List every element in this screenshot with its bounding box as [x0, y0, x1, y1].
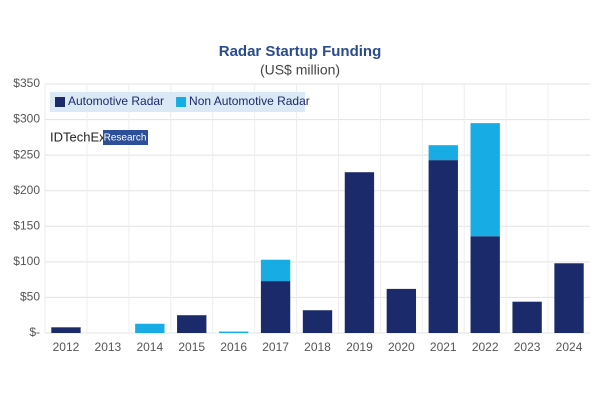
x-tick-label: 2022	[472, 340, 499, 354]
bar-segment	[177, 315, 207, 333]
bar-segment	[512, 301, 542, 333]
bar-segment	[135, 323, 165, 333]
y-tick-label: $-	[29, 325, 40, 339]
y-tick-label: $50	[20, 290, 40, 304]
y-tick-label: $250	[13, 147, 40, 161]
bar-segment	[470, 236, 500, 333]
bar-segment	[260, 281, 291, 333]
legend-label: Automotive Radar	[68, 94, 164, 108]
x-tick-label: 2015	[178, 340, 205, 354]
x-tick-label: 2016	[220, 340, 247, 354]
watermark-tag-box	[103, 130, 148, 145]
x-tick-label: 2014	[136, 340, 163, 354]
x-tick-label: 2012	[53, 340, 80, 354]
watermark-brand: IDTechEx	[50, 129, 106, 144]
legend: Automotive Radar Non Automotive Radar	[55, 94, 310, 108]
bar-segment	[260, 259, 291, 282]
bar-segment	[428, 145, 458, 161]
x-tick-label: 2023	[514, 340, 541, 354]
bar-segment	[51, 327, 81, 333]
chart-subtitle: (US$ million)	[260, 62, 340, 78]
x-tick-label: 2020	[388, 340, 415, 354]
bar-segment	[386, 288, 417, 333]
x-tick-label: 2024	[556, 340, 583, 354]
x-tick-label: 2017	[262, 340, 289, 354]
y-tick-label: $100	[13, 254, 40, 268]
bar-segment	[554, 263, 584, 333]
legend-swatch	[55, 97, 65, 107]
chart-title: Radar Startup Funding	[219, 43, 382, 60]
bar-segment	[470, 123, 500, 237]
legend-label: Non Automotive Radar	[189, 94, 310, 108]
x-tick-label: 2021	[430, 340, 457, 354]
x-tick-label: 2018	[304, 340, 331, 354]
y-tick-label: $350	[13, 76, 40, 90]
legend-swatch	[176, 97, 187, 107]
bar-segment	[428, 160, 458, 333]
x-tick-label: 2019	[346, 340, 373, 354]
bars	[51, 123, 584, 333]
y-tick-label: $200	[13, 183, 40, 197]
bar-segment	[218, 331, 249, 333]
bar-segment	[344, 172, 375, 333]
bar-segment	[302, 310, 333, 333]
x-tick-label: 2013	[95, 340, 122, 354]
grid: $- $50 $100 $150 $200 $250 $300 $350 2012 2013 201…	[13, 76, 590, 354]
y-tick-label: $300	[13, 112, 40, 126]
watermark-tag: Research	[104, 133, 147, 144]
y-tick-label: $150	[13, 218, 40, 232]
